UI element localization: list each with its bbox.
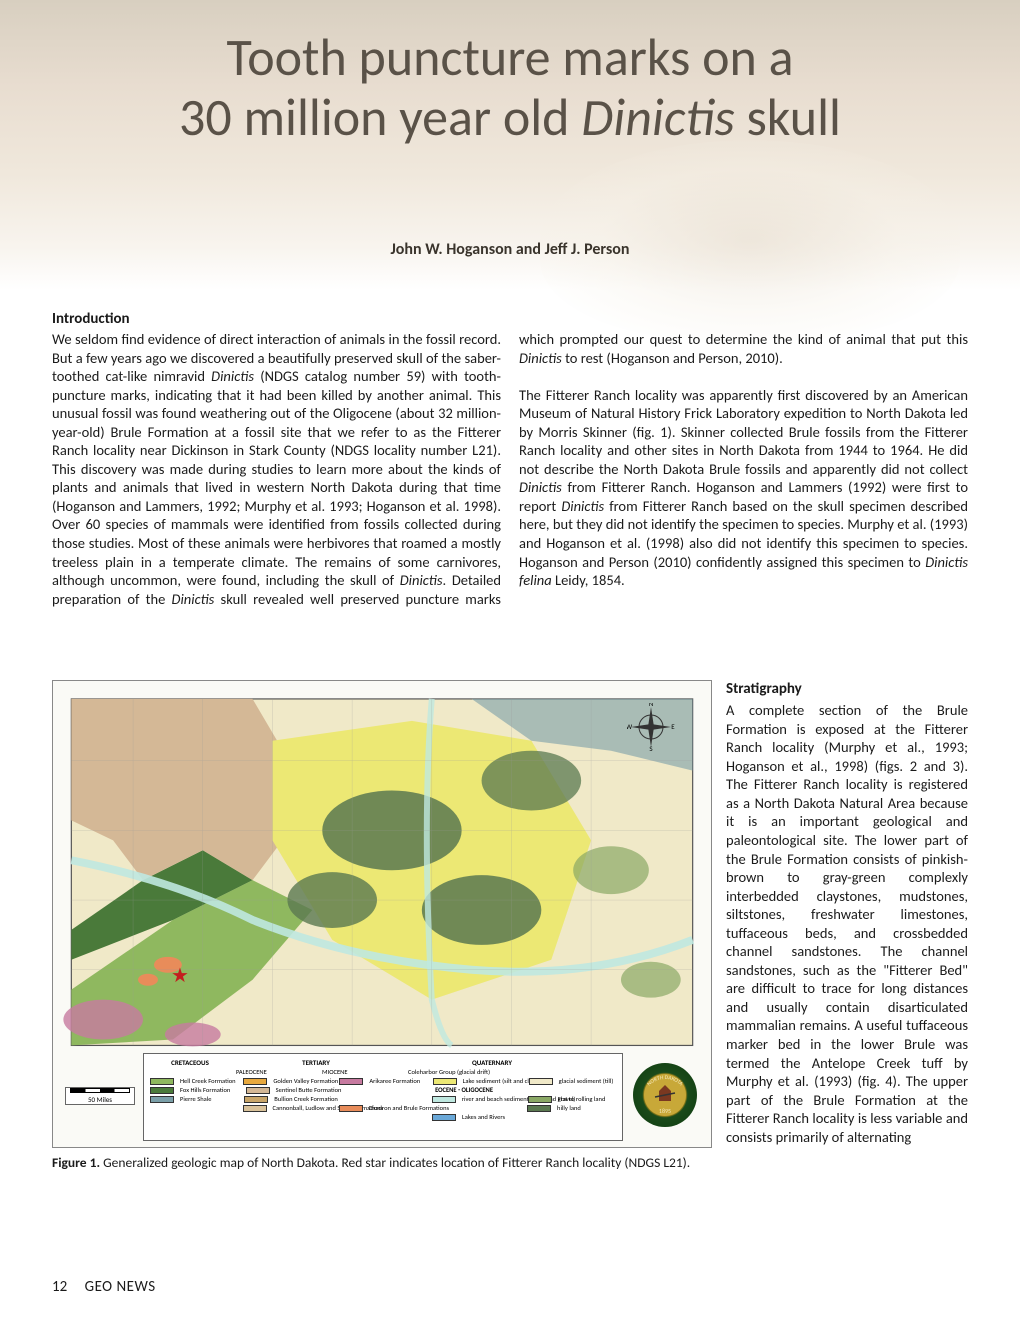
- section-heading-introduction: Introduction: [52, 310, 968, 328]
- svg-text:E: E: [671, 722, 675, 731]
- geologic-map: N S W E ★ 50 Miles CRETACEOUSTERTIARYQUA…: [52, 680, 712, 1148]
- article-title: Tooth puncture marks on a 30 million yea…: [0, 28, 1020, 148]
- caption-label: Figure 1.: [52, 1154, 100, 1171]
- page-number: 12: [52, 1278, 67, 1296]
- svg-text:W: W: [627, 722, 633, 731]
- intro-body: We seldom find evidence of direct intera…: [52, 330, 968, 608]
- title-line1: Tooth puncture marks on a: [226, 25, 793, 89]
- svg-text:S: S: [649, 744, 652, 751]
- svg-text:N: N: [649, 703, 654, 708]
- authors: John W. Hoganson and Jeff J. Person: [0, 240, 1020, 259]
- locality-star-icon: ★: [171, 963, 189, 988]
- page-footer: 12 GEO NEWS: [52, 1278, 156, 1296]
- ndgs-seal-icon: NORTH DAKOTA 1895: [633, 1063, 697, 1127]
- caption-text: Generalized geologic map of North Dakota…: [100, 1154, 690, 1171]
- figure-1-caption: Figure 1. Generalized geologic map of No…: [52, 1154, 712, 1171]
- lower-block: N S W E ★ 50 Miles CRETACEOUSTERTIARYQUA…: [52, 680, 968, 1171]
- title-line2-post: skull: [735, 85, 841, 149]
- svg-text:1895: 1895: [659, 1107, 671, 1115]
- compass-rose: N S W E: [627, 703, 675, 751]
- title-line2-italic: Dinictis: [581, 85, 734, 149]
- stratigraphy-body: A complete section of the Brule Formatio…: [726, 701, 968, 1146]
- figure-1: N S W E ★ 50 Miles CRETACEOUSTERTIARYQUA…: [52, 680, 712, 1171]
- intro-content: Introduction We seldom find evidence of …: [52, 310, 968, 608]
- publication-name: GEO NEWS: [85, 1278, 156, 1296]
- section-heading-stratigraphy: Stratigraphy: [726, 680, 968, 699]
- stratigraphy-column: Stratigraphy A complete section of the B…: [726, 680, 968, 1171]
- map-legend: CRETACEOUSTERTIARYQUATERNARYPALEOCENEMIO…: [143, 1053, 623, 1141]
- title-line2-pre: 30 million year old: [179, 85, 581, 149]
- scale-bar: 50 Miles: [65, 1087, 135, 1105]
